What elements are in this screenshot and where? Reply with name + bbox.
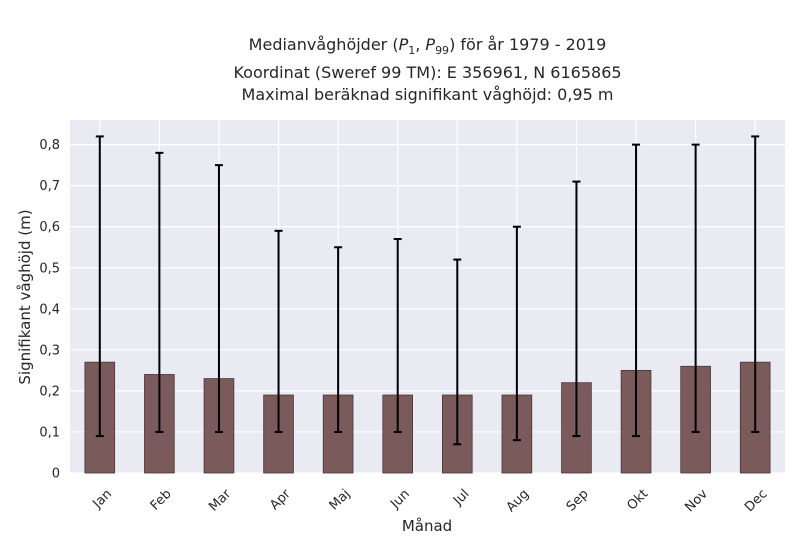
error-bar-sep	[572, 180, 581, 438]
error-bar-maj	[334, 246, 343, 433]
x-tick-label: Dec	[742, 487, 770, 515]
x-tick-label: Jul	[450, 487, 472, 509]
chart-title-line-1: Medianvåghöjder (P1, P99) för år 1979 - …	[248, 35, 607, 58]
error-bar-mar	[214, 164, 223, 433]
y-tick-label: 0,7	[39, 179, 60, 194]
x-tick-label: Okt	[625, 487, 652, 514]
y-tick-label: 0	[52, 467, 60, 482]
x-tick-label: Jan	[90, 487, 115, 512]
x-tick-label: Nov	[682, 486, 711, 515]
y-tick-label: 0,4	[39, 302, 60, 317]
error-bar-dec	[751, 135, 760, 433]
y-tick-label: 0,6	[39, 220, 60, 235]
y-tick-label: 0,1	[39, 425, 60, 440]
x-tick-label: Jun	[387, 487, 413, 513]
chart-title: Medianvåghöjder (P1, P99) för år 1979 - …	[70, 34, 785, 106]
chart-title-line-3: Maximal beräknad signifikant våghöjd: 0,…	[241, 85, 614, 105]
x-tick-labels: Jan Feb Mar Apr Maj Jun Jul Aug Sep Okt Nov Dec	[90, 486, 771, 515]
y-tick-label: 0,5	[39, 261, 60, 276]
error-bar-jul	[453, 258, 462, 446]
x-tick-label: Maj	[327, 487, 354, 514]
x-tick-label: Apr	[267, 486, 294, 513]
y-tick-labels: 0 0,1 0,2 0,3 0,4 0,5 0,6 0,7 0,8	[39, 138, 60, 481]
y-tick-label: 0,8	[39, 138, 60, 153]
error-bar-feb	[155, 151, 164, 433]
error-bar-okt	[632, 143, 641, 438]
x-tick-label: Mar	[206, 486, 234, 514]
plot-area	[70, 120, 785, 473]
chart-title-line-2: Koordinat (Sweref 99 TM): E 356961, N 61…	[233, 63, 622, 83]
x-tick-label: Feb	[148, 487, 175, 514]
error-bar-apr	[274, 229, 283, 433]
error-bar-aug	[512, 225, 521, 442]
x-tick-label: Sep	[564, 487, 592, 515]
error-bar-jun	[393, 238, 402, 433]
error-bar-nov	[691, 143, 700, 433]
error-bars	[95, 135, 760, 446]
error-bar-jan	[95, 135, 104, 438]
y-tick-label: 0,3	[39, 343, 60, 358]
y-axis-label: Signifikant våghöjd (m)	[16, 209, 34, 384]
y-tick-label: 0,2	[39, 384, 60, 399]
x-axis-label: Månad	[402, 517, 452, 535]
x-tick-label: Aug	[504, 487, 533, 516]
